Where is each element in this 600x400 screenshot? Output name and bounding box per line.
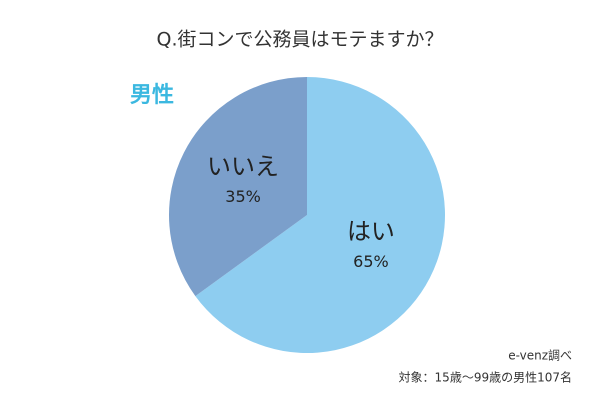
subtitle: 男性	[130, 83, 174, 108]
value-label: 35%	[225, 187, 261, 206]
pie-slice	[195, 77, 445, 353]
note: 対象：15歳～99歳の男性107名	[399, 370, 572, 385]
chart-title: Q.街コンで公務員はモテますか？	[157, 29, 444, 51]
pie-slice	[168, 77, 307, 297]
value-label: 65%	[353, 252, 389, 271]
note: e-venz調べ	[508, 349, 572, 363]
slice-label: はい	[347, 218, 395, 246]
slice-label: いいえ	[207, 152, 279, 180]
